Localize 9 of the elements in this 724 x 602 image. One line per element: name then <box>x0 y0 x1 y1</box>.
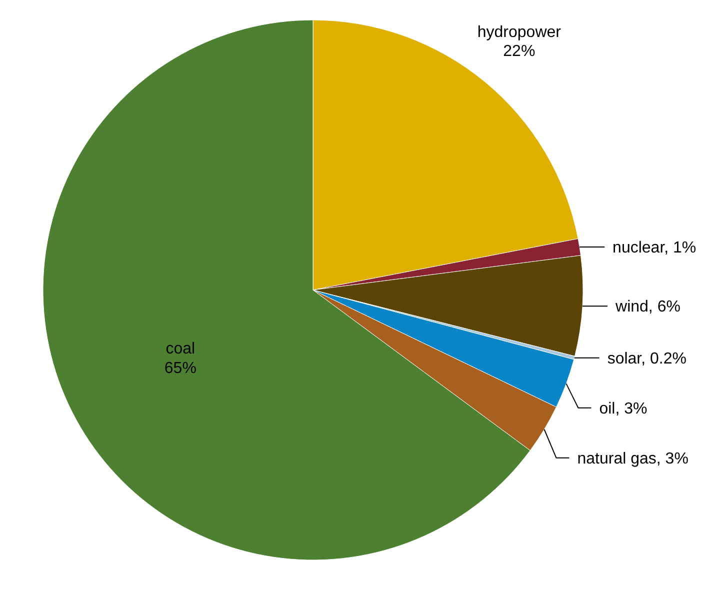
slice-label: coal <box>166 340 196 358</box>
slice-label: solar, 0.2% <box>607 350 686 368</box>
slice-label: hydropower <box>477 24 562 41</box>
slice-label: natural gas, 3% <box>577 450 688 468</box>
data-label: 65% <box>164 360 196 377</box>
slice-label: oil, 3% <box>599 400 648 418</box>
slice-label: wind, 6% <box>614 298 680 316</box>
slice-label: nuclear, 1% <box>612 240 696 257</box>
data-label: 22% <box>503 43 536 60</box>
